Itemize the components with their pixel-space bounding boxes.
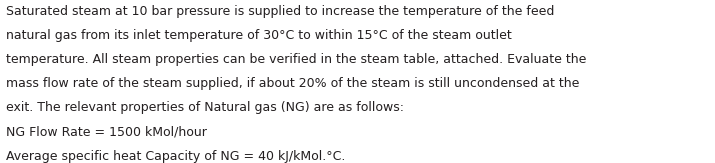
Text: mass flow rate of the steam supplied, if about 20% of the steam is still unconde: mass flow rate of the steam supplied, if… [6, 77, 579, 90]
Text: Saturated steam at 10 bar pressure is supplied to increase the temperature of th: Saturated steam at 10 bar pressure is su… [6, 5, 554, 18]
Text: temperature. All steam properties can be verified in the steam table, attached. : temperature. All steam properties can be… [6, 53, 586, 66]
Text: natural gas from its inlet temperature of 30°C to within 15°C of the steam outle: natural gas from its inlet temperature o… [6, 29, 511, 42]
Text: exit. The relevant properties of Natural gas (NG) are as follows:: exit. The relevant properties of Natural… [6, 101, 404, 114]
Text: NG Flow Rate = 1500 kMol/hour: NG Flow Rate = 1500 kMol/hour [6, 126, 207, 139]
Text: Average specific heat Capacity of NG = 40 kJ/kMol.°C.: Average specific heat Capacity of NG = 4… [6, 150, 345, 163]
